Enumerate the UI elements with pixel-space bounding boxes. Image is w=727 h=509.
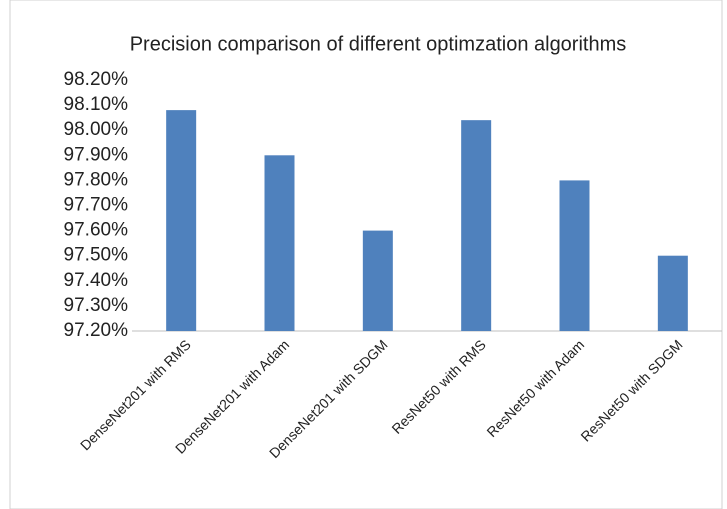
y-tick-label: 97.80% [64,169,129,190]
bar [362,230,393,331]
y-tick-label: 98.20% [64,69,129,90]
bar [657,255,688,331]
bar [559,180,590,331]
y-tick-label: 97.20% [64,320,129,341]
y-tick-label: 97.40% [64,270,129,291]
x-tick-label: ResNet50 with RMS [388,336,488,436]
x-tick-label: ResNet50 with Adam [483,336,587,440]
x-tick-label: ResNet50 with SDGM [577,336,685,444]
chart-frame [9,0,723,509]
y-tick-label: 97.50% [64,245,129,266]
y-tick-label: 97.60% [64,220,129,241]
y-tick-label: 97.70% [64,195,129,216]
bar [264,155,295,331]
x-tick-label: DenseNet201 with Adam [172,336,292,456]
y-tick-label: 98.10% [64,94,129,115]
y-tick-label: 98.00% [64,119,129,140]
x-tick-label: DenseNet201 with RMS [77,336,194,453]
y-tick-label: 97.30% [64,295,129,316]
bar [461,120,492,331]
bar [166,110,197,332]
y-tick-label: 97.90% [64,144,129,165]
chart-title: Precision comparison of different optimz… [130,33,627,55]
